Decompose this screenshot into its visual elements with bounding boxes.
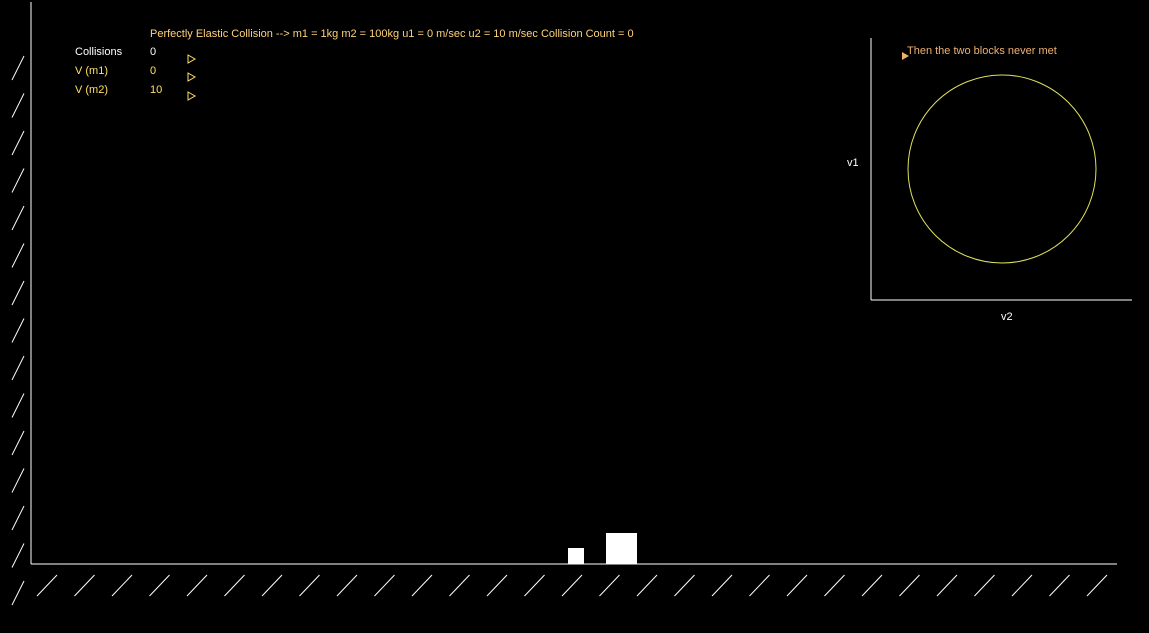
v-m2-value: 10 — [150, 84, 163, 96]
floor-hatch-line — [299, 574, 320, 597]
floor-hatch-line — [486, 574, 508, 597]
floor-hatch-line — [786, 574, 808, 597]
floor-hatch-line — [861, 574, 883, 597]
v-m1-label: V (m1) — [75, 65, 108, 77]
floor-hatch-line — [261, 574, 283, 597]
phase-plot-circle — [907, 74, 1097, 264]
page-title: Perfectly Elastic Collision --> m1 = 1kg… — [150, 28, 634, 40]
floor-hatch-line — [974, 574, 995, 597]
wall-hatch-line — [11, 355, 25, 381]
v-m2-play-icon[interactable] — [187, 91, 197, 101]
floor-hatch-line — [36, 574, 58, 597]
phase-plot-caption: Then the two blocks never met — [907, 45, 1057, 57]
wall-hatching — [11, 55, 25, 606]
collisions-label: Collisions — [75, 46, 123, 58]
collisions-value: 0 — [150, 46, 157, 58]
floor-hatch-line — [824, 574, 845, 597]
block-m1[interactable] — [568, 548, 584, 564]
floor-hatching — [36, 574, 1108, 597]
v-m1-value: 0 — [150, 65, 157, 77]
floor-hatch-line — [936, 574, 958, 597]
wall-hatch-line — [11, 205, 25, 231]
floor-hatch-line — [374, 574, 395, 597]
floor-hatch-line — [1011, 574, 1033, 597]
floor-hatch-line — [561, 574, 583, 597]
floor-hatch-line — [74, 574, 95, 597]
floor-hatch-line — [711, 574, 733, 597]
v-m1-play-icon[interactable] — [187, 72, 197, 82]
floor-hatch-line — [636, 574, 658, 597]
wall-hatch-line — [11, 130, 25, 156]
floor-hatch-line — [749, 574, 770, 597]
wall-hatch-line — [11, 393, 25, 418]
phase-plot-y-label: v1 — [847, 157, 859, 169]
floor-hatch-line — [1086, 574, 1108, 597]
wall-hatch-line — [11, 280, 25, 306]
floor-hatch-line — [149, 574, 170, 597]
collisions-play-icon[interactable] — [187, 54, 197, 64]
wall-hatch-line — [11, 93, 25, 118]
floor-hatch-line — [336, 574, 358, 597]
wall-hatch-line — [11, 468, 25, 493]
floor-hatch-line — [111, 574, 133, 597]
floor-hatch-line — [411, 574, 433, 597]
floor-hatch-line — [674, 574, 695, 597]
wall-hatch-line — [11, 543, 25, 568]
floor-hatch-line — [899, 574, 920, 597]
wall-hatch-line — [11, 318, 25, 343]
wall-hatch-line — [11, 168, 25, 193]
v-m2-label: V (m2) — [75, 84, 108, 96]
wall-hatch-line — [11, 580, 25, 606]
phase-plot-x-label: v2 — [1001, 311, 1013, 323]
phase-marker-icon — [902, 52, 909, 60]
block-m2[interactable] — [606, 533, 637, 564]
wall-hatch-line — [11, 430, 25, 456]
floor-hatch-line — [224, 574, 245, 597]
floor-hatch-line — [599, 574, 620, 597]
floor-hatch-line — [1049, 574, 1070, 597]
wall-hatch-line — [11, 55, 25, 81]
wall-hatch-line — [11, 505, 25, 531]
floor-hatch-line — [186, 574, 208, 597]
floor-hatch-line — [449, 574, 470, 597]
wall-hatch-line — [11, 243, 25, 268]
floor-hatch-line — [524, 574, 545, 597]
